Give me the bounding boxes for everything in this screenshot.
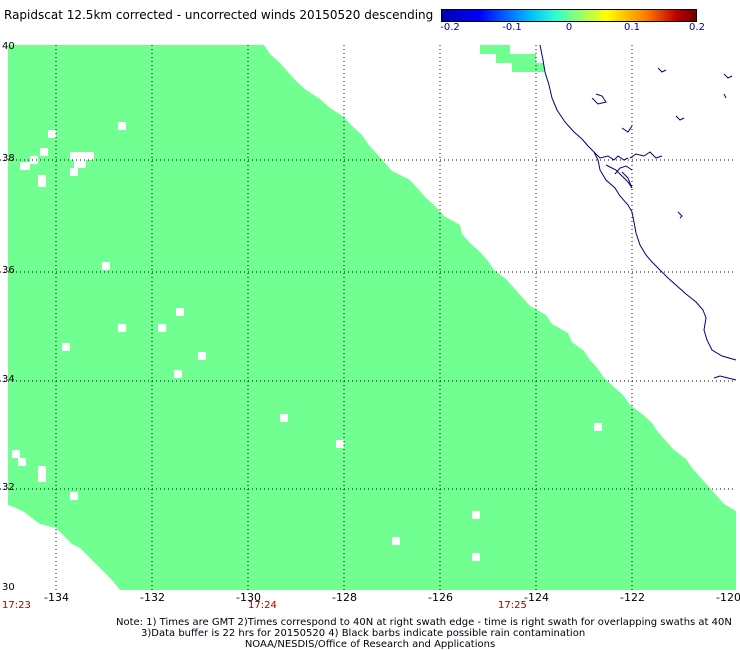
lon-label-130: -130 <box>236 591 261 604</box>
grid-lines <box>0 45 736 590</box>
time-label-1: 17:23 <box>2 600 31 611</box>
coastline <box>539 44 737 381</box>
lon-label-134: -134 <box>44 591 69 604</box>
lat-label-34: 34 <box>2 374 15 385</box>
colorbar-label-min: -0.2 <box>440 22 460 33</box>
wind-swath <box>8 45 736 590</box>
lon-label-120: -120 <box>716 591 740 604</box>
lat-label-30: 30 <box>2 582 15 593</box>
map-title: Rapidscat 12.5km corrected - uncorrected… <box>4 8 434 22</box>
colorbar <box>441 9 697 22</box>
missing-data-cells <box>12 122 602 561</box>
lon-label-126: -126 <box>428 591 453 604</box>
wind-swath-fragment <box>480 45 544 72</box>
colorbar-label-pos: 0.1 <box>624 22 640 33</box>
time-label-3: 17:25 <box>498 600 527 611</box>
footnote-line-2: 3)Data buffer is 22 hrs for 20150520 4) … <box>141 628 586 639</box>
lat-label-32: 32 <box>2 482 15 493</box>
colorbar-label-max: 0.2 <box>689 22 705 33</box>
lon-label-132: -132 <box>140 591 165 604</box>
lat-label-40: 40 <box>2 41 15 52</box>
footnote-line-1: Note: 1) Times are GMT 2)Times correspon… <box>116 617 732 628</box>
footnote-credit: NOAA/NESDIS/Office of Research and Appli… <box>244 639 496 650</box>
lat-label-38: 38 <box>2 153 15 164</box>
lon-label-122: -122 <box>620 591 645 604</box>
colorbar-label-zero: 0 <box>565 22 573 33</box>
lon-label-128: -128 <box>332 591 357 604</box>
time-label-2: 17:24 <box>248 600 277 611</box>
colorbar-label-neg: -0.1 <box>502 22 522 33</box>
lat-label-36: 36 <box>2 265 15 276</box>
lon-label-124: -124 <box>524 591 549 604</box>
